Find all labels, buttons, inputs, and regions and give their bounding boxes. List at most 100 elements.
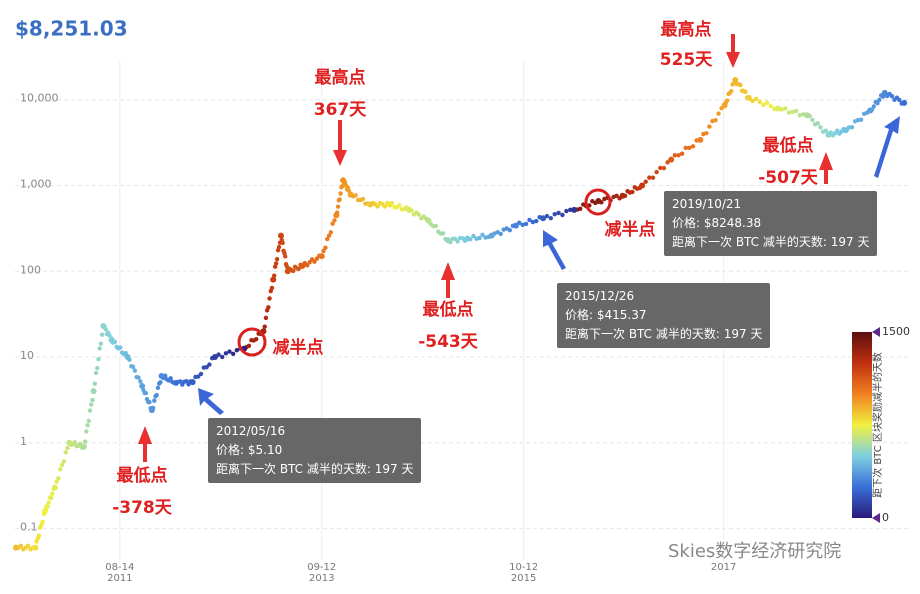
trail-dot (263, 315, 269, 321)
trail-dot (507, 227, 513, 233)
trail-dot (138, 379, 143, 384)
trail-dot (871, 104, 877, 109)
annotation: 减半点 (605, 219, 656, 240)
trail-dot (498, 231, 503, 237)
trail-dot (382, 204, 388, 209)
trail-dot (725, 98, 730, 103)
trail-dot (552, 212, 557, 217)
data-point (12, 544, 19, 551)
trail-dot (50, 491, 55, 496)
trail-dot (761, 102, 766, 108)
trail-dot (223, 351, 229, 356)
trail-dot (82, 439, 88, 444)
trail-dot (815, 121, 820, 126)
tooltip-days: 距离下一次 BTC 减半的天数: 197 天 (565, 327, 763, 341)
data-point (110, 338, 117, 345)
trail-dot (768, 103, 773, 109)
trail-dot (658, 165, 663, 171)
annotation: 367天 (314, 100, 367, 120)
trail-dot (89, 402, 94, 407)
data-point (284, 268, 291, 275)
tooltip: 2015/12/26 价格: $415.37 距离下一次 BTC 减半的天数: … (557, 283, 771, 348)
data-point (139, 382, 146, 389)
tooltip-days: 距离下一次 BTC 减半的天数: 197 天 (216, 462, 414, 476)
y-tick-label: 1 (20, 435, 27, 448)
trail-dot (650, 175, 656, 180)
data-point (488, 232, 495, 239)
trail-dot (326, 233, 332, 238)
trail-dot (520, 222, 525, 227)
trail-dot (92, 381, 98, 386)
trail-dot (54, 479, 59, 484)
annotation: 最高点 (661, 19, 712, 40)
trail-dot (560, 212, 565, 218)
trail-dot (548, 215, 554, 221)
data-point (406, 206, 413, 213)
data-point (333, 212, 340, 219)
trail-dot (107, 333, 112, 338)
trail-dot (360, 196, 366, 202)
trail-dot (40, 519, 45, 525)
trail-dot (98, 341, 104, 346)
trail-dot (143, 390, 149, 396)
data-point (619, 192, 626, 199)
trail-dot (614, 193, 619, 198)
colorbar-handle (872, 513, 880, 523)
tooltip: 2012/05/16 价格: $5.10 距离下一次 BTC 减半的天数: 19… (208, 418, 422, 483)
data-point (512, 222, 519, 229)
trail-dot (672, 153, 678, 158)
data-point (444, 237, 451, 244)
trail-dot (810, 117, 815, 123)
trail-dot (283, 254, 288, 259)
tooltip-date: 2019/10/21 (672, 197, 742, 211)
trail-dot (56, 476, 61, 481)
trail-dot (36, 533, 42, 538)
trail-dot (86, 418, 91, 424)
trail-dot (471, 233, 476, 239)
trail-dot (267, 296, 272, 301)
trail-dot (477, 235, 482, 241)
trail-dot (530, 219, 536, 225)
trail-dot (818, 125, 823, 130)
trail-dot (683, 145, 688, 151)
colorbar-tick-label: 1500 (882, 325, 910, 338)
trail-dot (337, 197, 342, 202)
data-point (668, 156, 675, 163)
tooltip-date: 2012/05/16 (216, 424, 286, 438)
trail-dot (534, 218, 539, 224)
trail-dot (207, 362, 212, 367)
annotation: 最低点 (117, 465, 168, 486)
trail-dot (273, 261, 279, 266)
trail-dot (353, 193, 358, 198)
x-tick-label: 2017 (710, 562, 737, 573)
data-point (32, 544, 39, 551)
x-tick-label: 10-12 2015 (509, 562, 539, 584)
data-point (386, 201, 393, 208)
trail-dot (738, 82, 743, 88)
trail-dot (330, 221, 335, 226)
trail-dot (280, 240, 285, 246)
y-tick-label: 10 (20, 349, 34, 362)
trail-dot (84, 429, 89, 434)
trail-dot (713, 117, 718, 123)
colorbar-title: 距下次 BTC 区块奖励减半的天数 (871, 352, 884, 498)
y-tick-label: 1,000 (20, 177, 52, 190)
trail-dot (93, 370, 99, 376)
data-point (318, 253, 325, 260)
annotation: 最低点 (763, 135, 814, 156)
trail-dot (643, 179, 648, 184)
trail-dot (118, 345, 123, 350)
trail-dot (178, 379, 183, 384)
trail-dot (729, 88, 734, 94)
blue-arrows (198, 116, 900, 415)
annotation: -543天 (418, 332, 479, 352)
trail-dot (793, 108, 799, 114)
data-point (124, 354, 131, 361)
trail-dot (321, 248, 326, 254)
trail-dot (716, 111, 721, 116)
trail-dot (523, 221, 529, 227)
data-point (277, 232, 284, 239)
trail-dot (743, 89, 748, 94)
trail-dot (269, 285, 275, 291)
trail-dot (48, 495, 54, 501)
